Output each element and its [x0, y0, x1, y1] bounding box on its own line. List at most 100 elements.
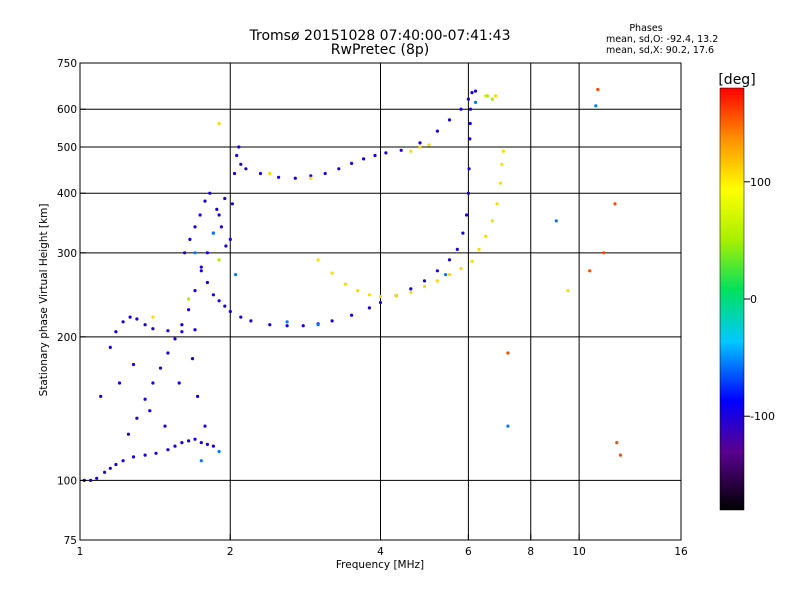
data-point [235, 153, 239, 158]
y-axis-label: Stationary phase Virtual Height [km] [38, 204, 50, 397]
data-point [466, 191, 470, 195]
data-point [468, 137, 472, 141]
data-point [330, 319, 334, 323]
data-point [239, 162, 243, 166]
data-point [498, 181, 502, 185]
data-point [468, 107, 473, 111]
data-point [330, 271, 334, 275]
data-point [151, 327, 155, 331]
data-point [484, 234, 488, 238]
data-point [465, 213, 469, 217]
y-tick-label: 200 [57, 332, 77, 344]
data-point [211, 231, 215, 235]
data-point [409, 149, 413, 153]
data-point [193, 328, 197, 332]
data-point [268, 323, 272, 327]
data-point [180, 441, 184, 445]
data-point [173, 444, 177, 448]
data-point [323, 171, 327, 176]
data-point [228, 309, 232, 314]
data-point [293, 176, 297, 180]
data-point [473, 100, 478, 104]
data-point [205, 280, 209, 285]
data-point [217, 258, 221, 262]
data-point [258, 171, 263, 176]
data-point [188, 237, 192, 241]
data-point [285, 320, 289, 324]
data-point [239, 315, 243, 319]
data-point [198, 213, 202, 217]
data-point [461, 231, 465, 235]
data-point [163, 424, 167, 428]
data-point [468, 121, 472, 126]
data-point [232, 171, 237, 176]
data-point [466, 97, 470, 101]
data-point [121, 459, 125, 463]
data-point [490, 219, 494, 223]
data-point [114, 462, 118, 467]
y-tick-label: 500 [57, 142, 77, 154]
data-point [173, 337, 177, 341]
data-point [418, 141, 422, 145]
data-point [158, 366, 163, 370]
x-tick-label: 10 [572, 546, 585, 558]
data-point [223, 196, 227, 201]
data-point [166, 329, 170, 333]
data-point [495, 202, 499, 206]
data-points [82, 87, 623, 482]
data-point [223, 304, 227, 308]
y-tick-label: 750 [57, 58, 77, 70]
data-point [180, 330, 184, 334]
data-point [554, 219, 558, 223]
data-point [224, 244, 228, 248]
data-point [615, 441, 619, 445]
data-point [470, 91, 474, 95]
data-point [151, 315, 155, 319]
data-point [180, 323, 184, 327]
data-point [500, 162, 504, 166]
data-point [356, 289, 360, 293]
data-point [418, 145, 422, 149]
data-point [128, 315, 132, 319]
data-point [154, 451, 158, 455]
x-tick-label: 16 [674, 546, 688, 558]
data-point [234, 273, 238, 277]
data-point [447, 273, 452, 277]
data-point [316, 323, 320, 327]
x-axis: 1 2 4 6 8 10 16 [77, 534, 688, 558]
y-tick-label: 75 [64, 535, 77, 547]
data-point [309, 174, 313, 178]
data-point [114, 330, 118, 334]
data-point [435, 269, 439, 273]
data-point [350, 313, 354, 317]
data-point [117, 381, 122, 385]
data-point [343, 282, 347, 286]
data-point [135, 317, 139, 321]
colorbar-gradient [719, 87, 745, 511]
data-point [143, 323, 147, 327]
data-point [217, 213, 221, 217]
data-point [362, 157, 366, 161]
data-point [337, 167, 341, 171]
data-point [467, 167, 471, 171]
data-point [199, 459, 203, 463]
data-point [373, 153, 377, 158]
data-point [143, 397, 147, 401]
y-tick-label: 300 [57, 248, 77, 260]
data-point [618, 453, 623, 457]
data-point [485, 94, 489, 98]
data-point [103, 470, 107, 474]
data-point [350, 161, 354, 165]
data-point [217, 299, 221, 303]
data-point [187, 308, 191, 312]
data-point [183, 251, 187, 255]
data-point [193, 437, 197, 441]
data-point [394, 294, 398, 298]
data-point [166, 351, 170, 355]
x-tick-label: 4 [377, 546, 384, 558]
data-point [219, 225, 223, 229]
data-point [409, 287, 413, 291]
data-point [409, 290, 413, 294]
data-point [211, 444, 215, 448]
